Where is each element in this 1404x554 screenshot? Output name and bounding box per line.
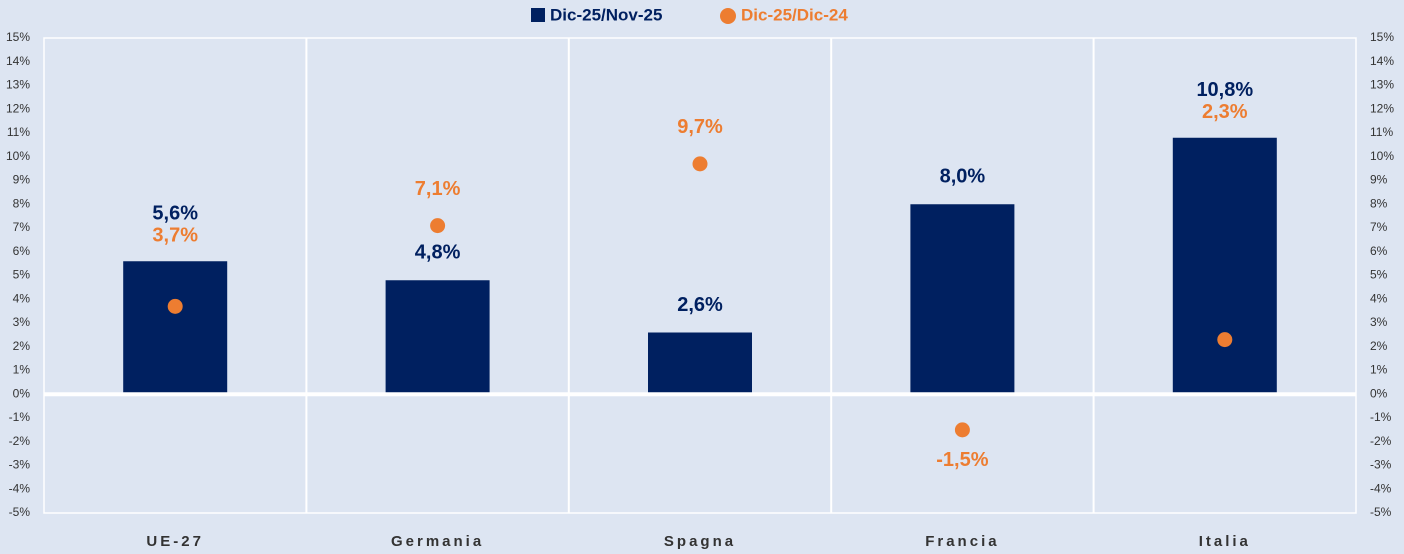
legend-label: Dic-25/Nov-25 xyxy=(550,5,662,24)
y2-tick-label: -4% xyxy=(1370,481,1392,495)
value-label: 3,7% xyxy=(152,225,198,247)
bar xyxy=(1172,137,1277,395)
bar xyxy=(123,261,228,395)
y-tick-label: 0% xyxy=(13,386,31,400)
y-tick-label: 13% xyxy=(6,78,30,92)
y2-tick-label: 4% xyxy=(1370,291,1388,305)
y-tick-label: 15% xyxy=(6,30,30,44)
y2-tick-label: 13% xyxy=(1370,78,1394,92)
bar xyxy=(910,204,1015,395)
y2-tick-label: 5% xyxy=(1370,268,1388,282)
bar xyxy=(385,280,490,395)
y-tick-label: -5% xyxy=(9,505,31,519)
y2-tick-label: 2% xyxy=(1370,339,1388,353)
legend-swatch xyxy=(531,8,545,22)
y-tick-label: 3% xyxy=(13,315,31,329)
y2-tick-label: 0% xyxy=(1370,386,1388,400)
value-label: 4,8% xyxy=(415,242,461,264)
y2-tick-label: 15% xyxy=(1370,30,1394,44)
dot xyxy=(167,298,183,314)
x-tick-label: Spagna xyxy=(664,533,736,550)
y-tick-label: -1% xyxy=(9,410,31,424)
y2-tick-label: -3% xyxy=(1370,458,1392,472)
x-tick-label: UE-27 xyxy=(146,533,204,550)
value-label: 5,6% xyxy=(152,203,198,225)
y-tick-label: -4% xyxy=(9,481,31,495)
y2-tick-label: 14% xyxy=(1370,54,1394,68)
y-tick-label: 5% xyxy=(13,268,31,282)
y2-tick-label: 3% xyxy=(1370,315,1388,329)
y-tick-label: 11% xyxy=(7,125,30,139)
legend-swatch xyxy=(720,8,736,24)
value-label: 8,0% xyxy=(940,166,986,188)
y2-tick-label: 6% xyxy=(1370,244,1388,258)
value-label: 2,6% xyxy=(677,294,723,316)
y2-tick-label: -1% xyxy=(1370,410,1392,424)
dot xyxy=(1217,332,1233,348)
y2-tick-label: 8% xyxy=(1370,196,1388,210)
y-tick-label: 10% xyxy=(6,149,30,163)
y-tick-label: 14% xyxy=(6,54,30,68)
y-tick-label: 12% xyxy=(6,101,30,115)
y2-tick-label: 12% xyxy=(1370,101,1394,115)
bar xyxy=(648,332,752,395)
y2-tick-label: 11% xyxy=(1370,125,1393,139)
y-tick-label: 2% xyxy=(13,339,31,353)
x-tick-label: Francia xyxy=(925,533,999,550)
dot xyxy=(430,218,446,234)
y-tick-label: 9% xyxy=(13,173,31,187)
y2-tick-label: 7% xyxy=(1370,220,1388,234)
value-label: -1,5% xyxy=(936,449,988,471)
plot-area xyxy=(43,37,1357,514)
value-label: 7,1% xyxy=(415,178,461,200)
dot xyxy=(692,156,708,172)
x-tick-label: Germania xyxy=(391,533,484,550)
y-tick-label: 7% xyxy=(13,220,31,234)
value-label: 2,3% xyxy=(1202,101,1248,123)
y-tick-label: -3% xyxy=(9,458,31,472)
y-tick-label: 8% xyxy=(13,196,31,210)
value-label: 9,7% xyxy=(677,116,723,138)
y2-tick-label: -5% xyxy=(1370,505,1392,519)
y-tick-label: -2% xyxy=(9,434,31,448)
y-tick-label: 6% xyxy=(13,244,31,258)
y2-tick-label: 10% xyxy=(1370,149,1394,163)
y2-tick-label: -2% xyxy=(1370,434,1392,448)
y2-tick-label: 1% xyxy=(1370,363,1388,377)
y2-tick-label: 9% xyxy=(1370,173,1388,187)
value-label: 10,8% xyxy=(1196,79,1253,101)
legend-label: Dic-25/Dic-24 xyxy=(741,5,848,24)
x-tick-label: Italia xyxy=(1199,533,1251,550)
y-tick-label: 4% xyxy=(13,291,31,305)
dot xyxy=(954,422,970,438)
y-tick-label: 1% xyxy=(13,363,31,377)
